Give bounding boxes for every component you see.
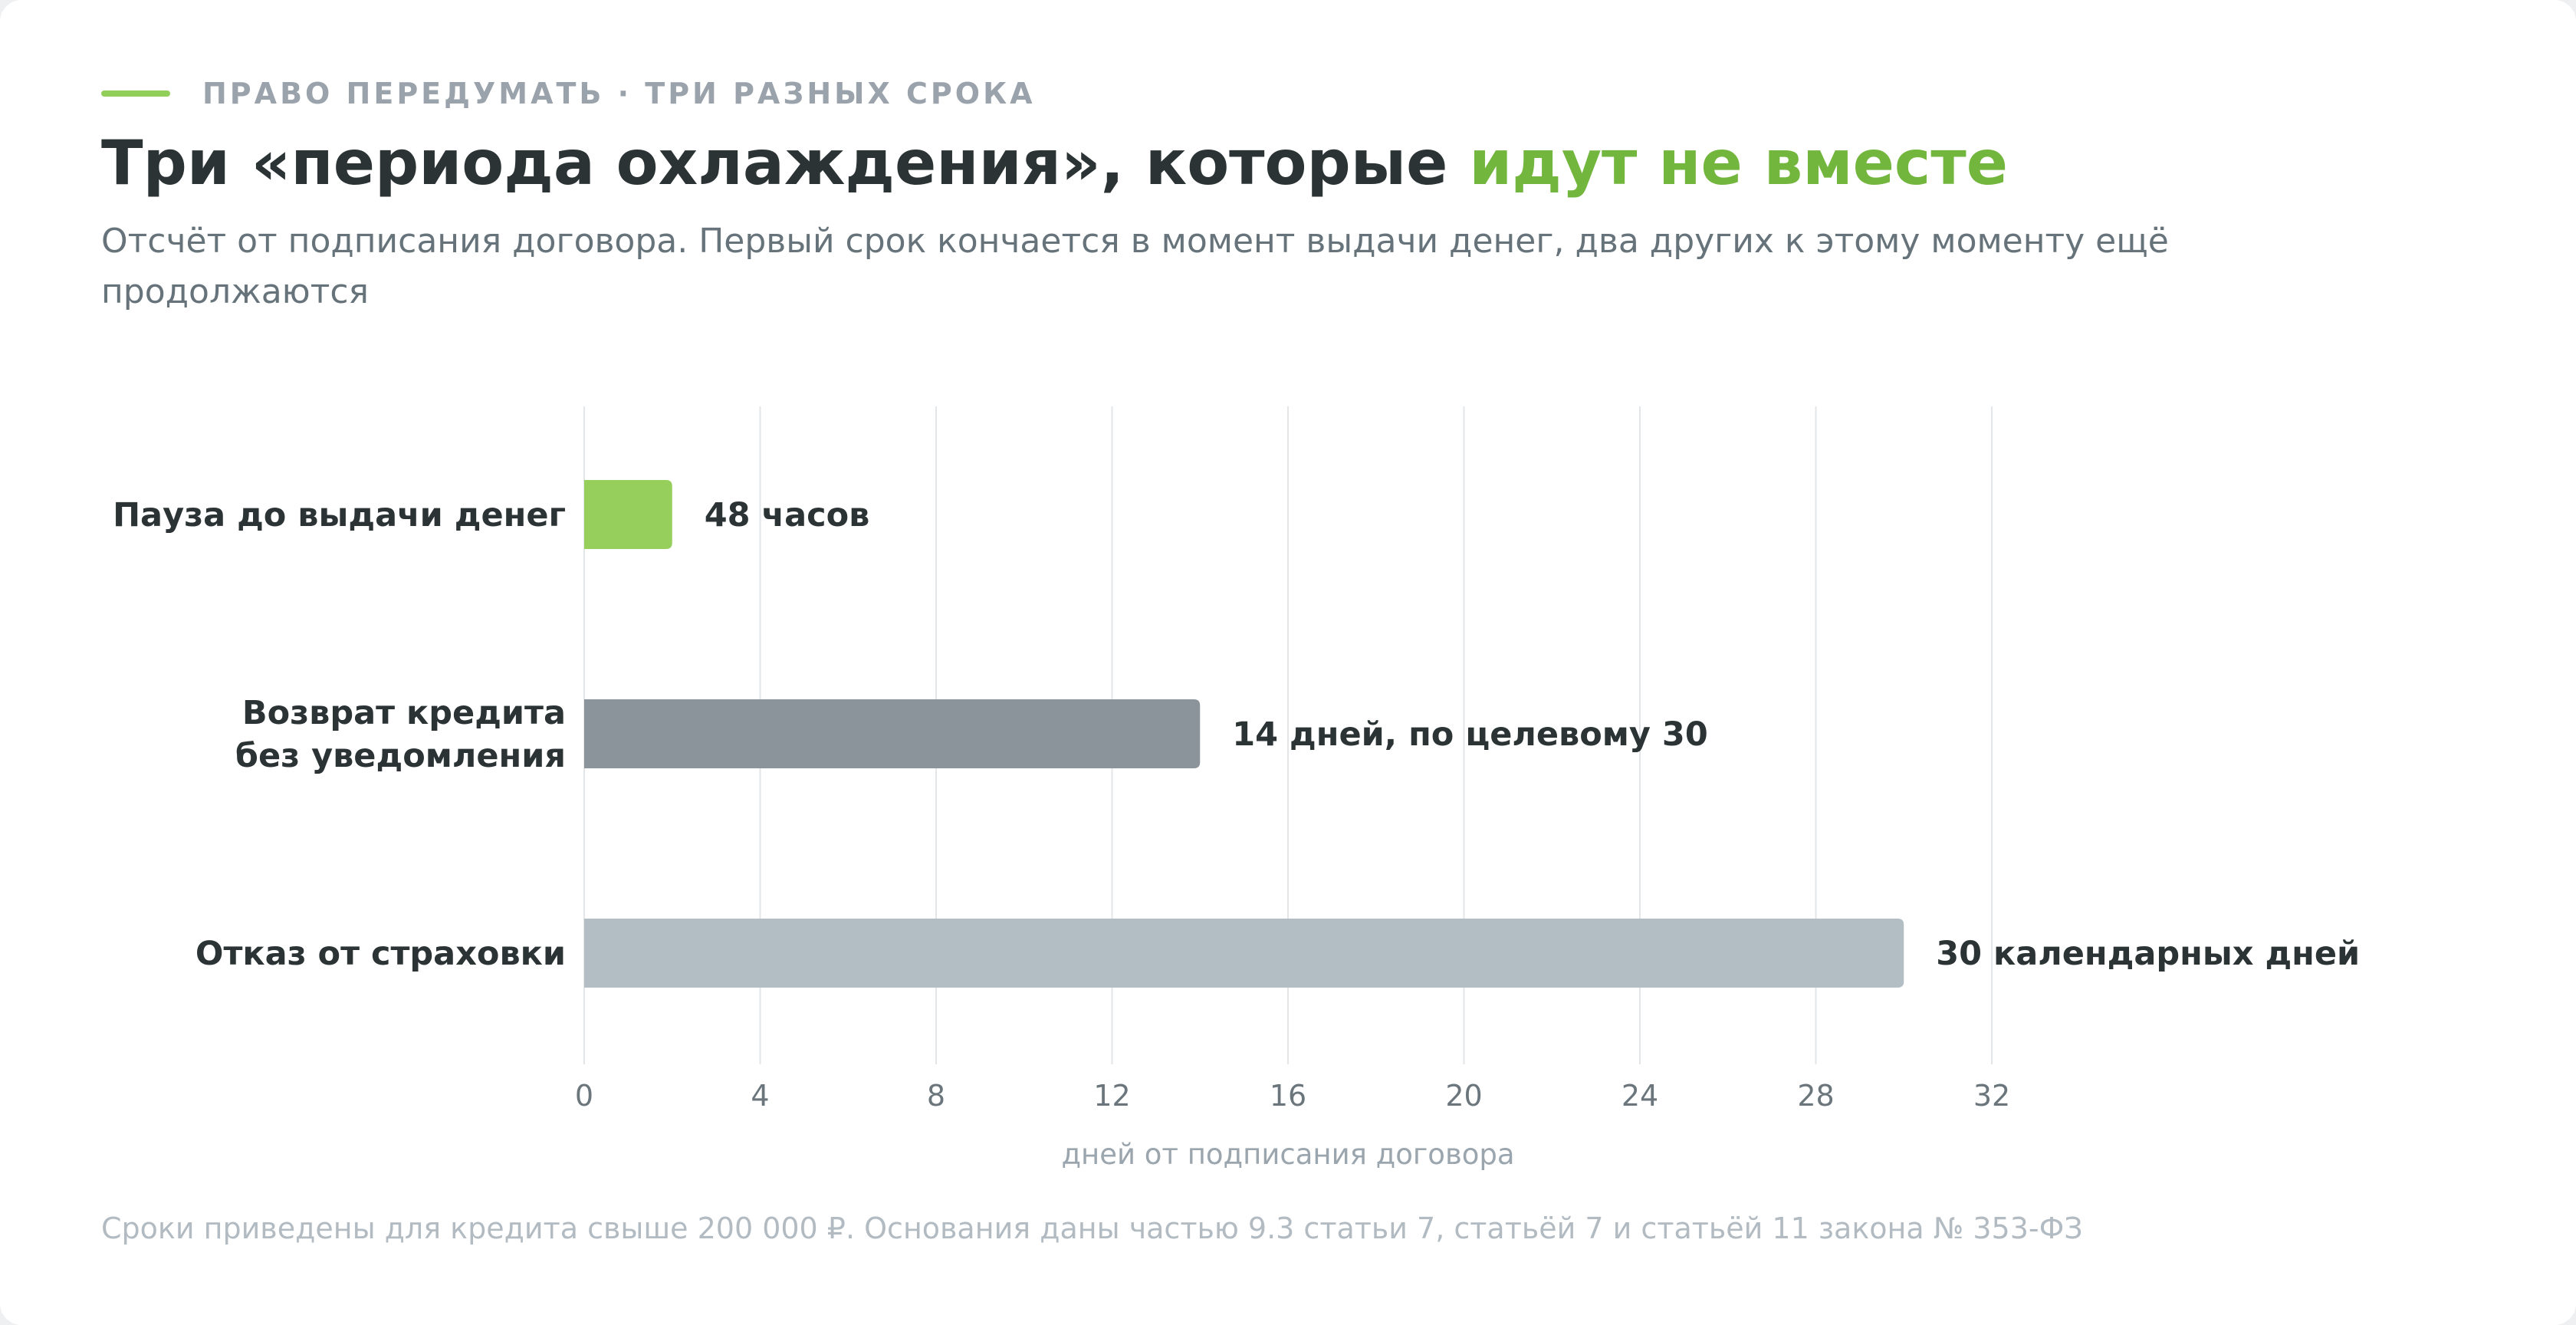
x-tick-label: 20: [1445, 1079, 1482, 1113]
x-tick-label: 8: [927, 1079, 945, 1113]
category-label-line: Отказ от страховки: [196, 935, 566, 973]
kicker-text: ПРАВО ПЕРЕДУМАТЬ · ТРИ РАЗНЫХ СРОКА: [202, 77, 1036, 110]
category-label-line: без уведомления: [235, 737, 566, 775]
bars: [584, 480, 1904, 988]
x-tick-label: 0: [575, 1079, 593, 1113]
data-label: 48 часов: [705, 496, 870, 534]
x-tick-label: 16: [1270, 1079, 1306, 1113]
x-tick-label: 32: [1973, 1079, 2010, 1113]
title-main: Три «периода охлаждения», которые: [101, 127, 1470, 199]
x-tick-label: 24: [1622, 1079, 1658, 1113]
bar-chart: Пауза до выдачи денег Возврат кредита без …: [113, 406, 2360, 1171]
x-tick-label: 28: [1797, 1079, 1834, 1113]
category-label-line: Пауза до выдачи денег: [113, 496, 566, 534]
category-label: Отказ от страховки: [196, 935, 566, 973]
title-highlight: идут не вместе: [1469, 127, 2008, 199]
category-label: Пауза до выдачи денег: [113, 496, 566, 534]
bar: [584, 480, 672, 549]
kicker: ПРАВО ПЕРЕДУМАТЬ · ТРИ РАЗНЫХ СРОКА: [101, 74, 1036, 113]
x-tick-label: 4: [751, 1079, 769, 1113]
category-label-line: Возврат кредита: [242, 694, 566, 732]
data-label: 14 дней, по целевому 30: [1232, 715, 1708, 754]
x-tick-label: 12: [1093, 1079, 1130, 1113]
x-axis-title: дней от подписания договора: [1061, 1138, 1514, 1171]
category-labels: Пауза до выдачи денег Возврат кредита без …: [113, 496, 566, 973]
bar: [584, 919, 1904, 988]
page-title: Три «периода охлаждения», которые идут н…: [101, 123, 2008, 204]
category-label: Возврат кредита без уведомления: [235, 694, 566, 775]
data-label: 30 календарных дней: [1936, 935, 2360, 973]
bar: [584, 699, 1201, 768]
page-subtitle: Отсчёт от подписания договора. Первый ср…: [101, 222, 2169, 311]
kicker-accent-line: [101, 90, 170, 97]
data-labels: 48 часов 14 дней, по целевому 30 30 календ…: [705, 496, 2360, 973]
footnote: Сроки приведены для кредита свыше 200 00…: [101, 1212, 2083, 1245]
x-axis-ticks: 0 4 8 12 16 20 24 28 32: [575, 1079, 2010, 1113]
